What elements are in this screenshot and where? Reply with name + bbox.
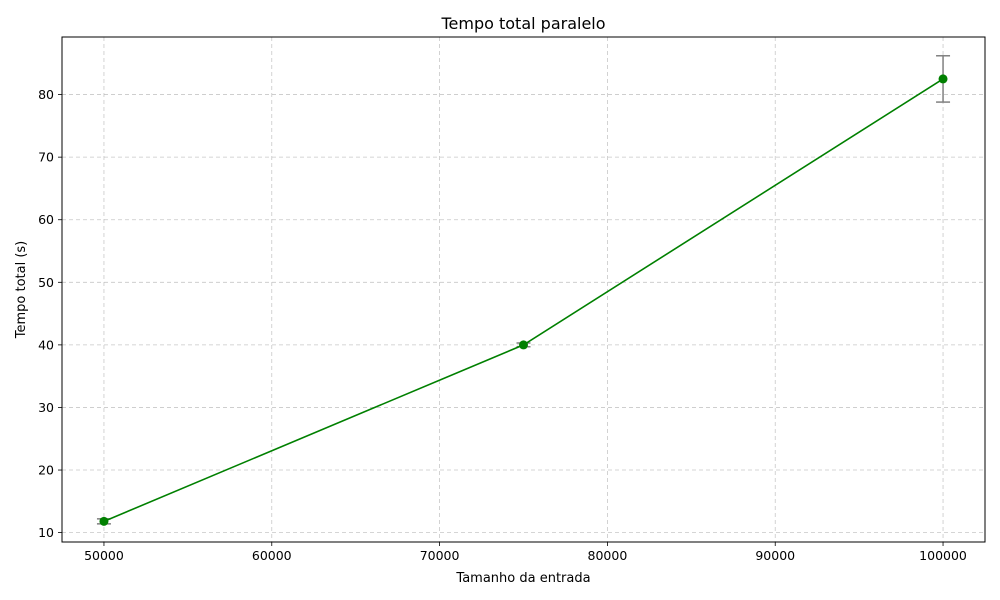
y-tick-label: 80 (38, 87, 54, 102)
plot-frame (61, 36, 986, 543)
series-layer (96, 55, 951, 526)
chart-title: Tempo total paralelo (440, 14, 605, 33)
y-tick-label: 40 (38, 337, 54, 352)
y-tick-label: 10 (38, 525, 54, 540)
y-tick-label: 20 (38, 463, 54, 478)
x-tick-label: 100000 (919, 548, 967, 563)
data-point (938, 74, 948, 84)
x-tick-label: 70000 (420, 548, 460, 563)
data-point (99, 516, 109, 526)
y-tick-label: 60 (38, 212, 54, 227)
y-tick-label: 50 (38, 275, 54, 290)
grid (62, 37, 985, 542)
x-tick-label: 50000 (84, 548, 124, 563)
x-tick-label: 90000 (755, 548, 795, 563)
axis-ticks: 50000 60000 70000 80000 90000 100000 10 20 30 40 5… (38, 87, 967, 563)
y-tick-label: 70 (38, 150, 54, 165)
y-tick-label: 30 (38, 400, 54, 415)
data-point (519, 340, 528, 350)
x-tick-label: 60000 (252, 548, 292, 563)
x-tick-label: 80000 (588, 548, 628, 563)
y-axis-label: Tempo total (s) (14, 241, 29, 340)
x-axis-label: Tamanho da entrada (455, 571, 590, 586)
